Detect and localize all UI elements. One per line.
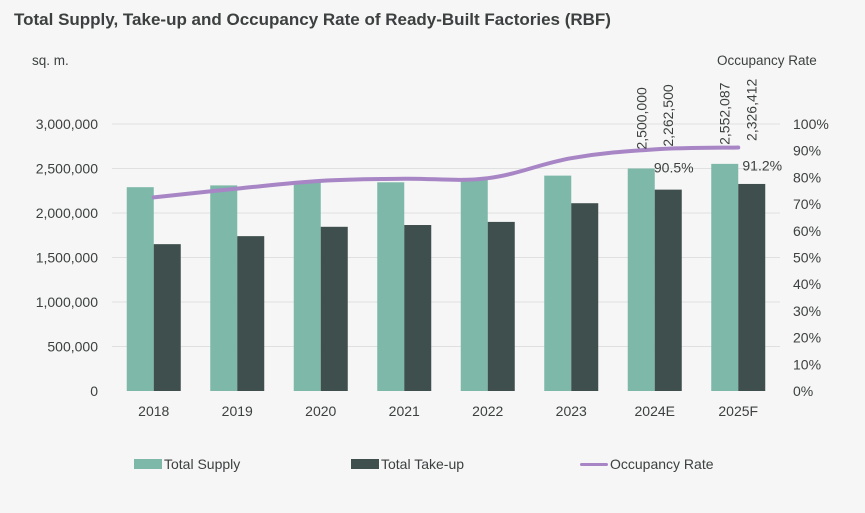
- right-axis-tick-label: 20%: [793, 330, 821, 346]
- bar-total-take-up: [153, 244, 181, 391]
- left-axis-tick-label: 2,000,000: [36, 205, 98, 221]
- bar-total-supply: [210, 185, 238, 391]
- legend-swatch-occupancy-rate: [580, 462, 608, 466]
- bar-total-supply: [293, 181, 321, 391]
- right-axis-tick-label: 100%: [793, 116, 829, 132]
- data-label-total-take-up: 2,326,412: [744, 78, 760, 140]
- x-axis-tick-label: 2020: [305, 403, 336, 419]
- left-axis-tick-label: 1,000,000: [36, 294, 98, 310]
- left-axis-tick-label: 1,500,000: [36, 250, 98, 266]
- bar-total-take-up: [237, 236, 265, 391]
- bar-total-supply: [627, 168, 655, 391]
- legend-label-occupancy-rate: Occupancy Rate: [610, 456, 714, 472]
- legend-item-total-supply: Total Supply: [134, 456, 240, 472]
- legend-swatch-total-supply: [134, 459, 162, 469]
- legend: Total Supply Total Take-up Occupancy Rat…: [0, 456, 865, 476]
- legend-swatch-total-take-up: [351, 459, 379, 469]
- bar-total-take-up: [320, 226, 348, 391]
- x-axis-tick-label: 2019: [222, 403, 253, 419]
- right-axis-tick-label: 60%: [793, 223, 821, 239]
- left-axis-tick-label: 3,000,000: [36, 116, 98, 132]
- bar-total-supply: [711, 163, 739, 391]
- right-axis-tick-label: 0%: [793, 383, 813, 399]
- bar-total-supply: [126, 187, 154, 391]
- data-label-occupancy-rate: 90.5%: [654, 159, 694, 175]
- data-label-total-take-up: 2,262,500: [660, 84, 676, 146]
- legend-item-occupancy-rate: Occupancy Rate: [580, 456, 714, 472]
- x-axis-tick-label: 2023: [556, 403, 587, 419]
- legend-label-total-take-up: Total Take-up: [381, 456, 465, 472]
- right-axis-tick-label: 10%: [793, 356, 821, 372]
- bar-total-take-up: [404, 225, 432, 391]
- bar-total-take-up: [487, 221, 515, 391]
- x-axis-tick-label: 2024E: [635, 403, 675, 419]
- x-axis-tick-label: 2025F: [718, 403, 758, 419]
- line-occupancy-rate: [151, 145, 741, 200]
- right-axis-tick-label: 70%: [793, 196, 821, 212]
- data-label-occupancy-rate: 91.2%: [742, 157, 782, 173]
- right-axis-tick-label: 90%: [793, 143, 821, 159]
- right-axis-tick-label: 40%: [793, 276, 821, 292]
- chart-title: Total Supply, Take-up and Occupancy Rate…: [14, 10, 611, 29]
- left-axis-tick-label: 2,500,000: [36, 161, 98, 177]
- left-axis-tick-label: 0: [90, 383, 98, 399]
- right-axis-tick-label: 80%: [793, 169, 821, 185]
- legend-item-total-take-up: Total Take-up: [351, 456, 464, 472]
- bar-total-supply: [544, 175, 572, 391]
- data-label-total-supply: 2,552,087: [717, 82, 733, 144]
- x-axis-tick-label: 2018: [138, 403, 169, 419]
- bar-total-supply: [460, 178, 488, 391]
- bar-total-take-up: [571, 203, 599, 391]
- right-axis-tick-label: 50%: [793, 250, 821, 266]
- data-label-total-supply: 2,500,000: [633, 87, 649, 149]
- bar-total-supply: [377, 182, 405, 391]
- left-axis-tick-label: 500,000: [47, 339, 98, 355]
- right-axis-tick-label: 30%: [793, 303, 821, 319]
- bar-total-take-up: [738, 183, 766, 391]
- legend-label-total-supply: Total Supply: [164, 456, 241, 472]
- right-axis-unit: Occupancy Rate: [717, 53, 817, 68]
- x-axis-tick-label: 2022: [472, 403, 503, 419]
- x-axis-tick-label: 2021: [389, 403, 420, 419]
- bar-total-take-up: [654, 189, 682, 391]
- left-axis-unit: sq. m.: [32, 53, 69, 68]
